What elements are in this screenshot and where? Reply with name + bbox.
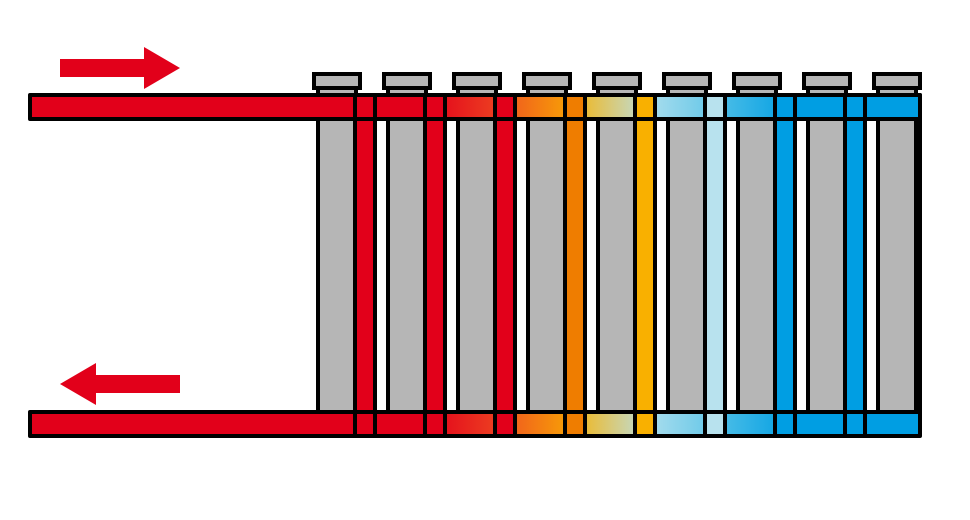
outlet-arrow-head	[60, 363, 96, 405]
fin-cap-top	[664, 74, 710, 88]
fin-group	[314, 74, 920, 432]
fin	[878, 80, 916, 426]
fin	[458, 80, 496, 426]
inlet-arrow-head	[144, 47, 180, 89]
fin-cap-top	[734, 74, 780, 88]
manifold-top-seg	[30, 95, 375, 119]
fin-cap-top	[874, 74, 920, 88]
tube	[845, 95, 865, 436]
fin-cap-top	[524, 74, 570, 88]
radiator-diagram	[0, 0, 970, 520]
fin	[668, 80, 706, 426]
fin-cap-top	[454, 74, 500, 88]
fin-cap-top	[804, 74, 850, 88]
fin	[738, 80, 776, 426]
fin-cap-top	[594, 74, 640, 88]
tube	[355, 95, 375, 436]
tube	[775, 95, 795, 436]
fin	[528, 80, 566, 426]
inlet-arrow	[60, 59, 144, 77]
fin	[808, 80, 846, 426]
tube	[495, 95, 515, 436]
fin-cap-top	[314, 74, 360, 88]
tube	[635, 95, 655, 436]
fin-cap-top	[384, 74, 430, 88]
tube	[705, 95, 725, 436]
fin	[598, 80, 636, 426]
outlet-arrow	[96, 375, 180, 393]
fin	[318, 80, 356, 426]
tube	[425, 95, 445, 436]
tube	[565, 95, 585, 436]
fin	[388, 80, 426, 426]
manifold-bottom-seg	[30, 412, 375, 436]
